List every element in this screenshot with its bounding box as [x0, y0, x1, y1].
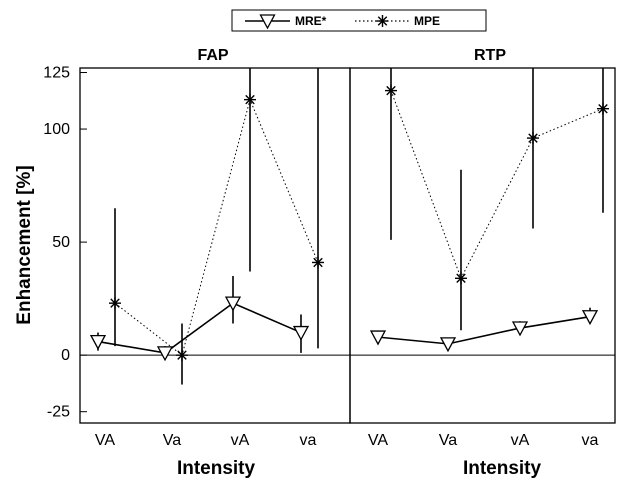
point-mpe-fap	[176, 349, 188, 362]
point-mpe-rtp	[527, 132, 539, 145]
legend-label-mpe: MPE	[414, 14, 440, 28]
x-tick-label-fap: VA	[95, 432, 115, 449]
x-tick-label-fap: Va	[163, 432, 181, 449]
point-mre-rtp	[581, 310, 599, 326]
point-mre-fap	[156, 346, 174, 362]
x-tick-label-rtp: vA	[511, 432, 530, 449]
y-tick-label: 125	[43, 65, 70, 82]
y-tick-label: 50	[52, 234, 70, 251]
asterisk-stroke	[377, 16, 388, 26]
point-mpe-rtp	[455, 272, 467, 285]
asterisk-stroke	[528, 133, 538, 143]
panel-rtp: RTP VA Va vA va Intensity	[349, 47, 616, 479]
point-mre-fap	[224, 296, 242, 312]
x-tick-label-rtp: VA	[368, 432, 388, 449]
series-line-mpe-rtp	[390, 90, 604, 280]
x-axis-label-fap: Intensity	[177, 458, 256, 479]
point-mpe-fap	[109, 297, 121, 310]
x-tick-label-rtp: va	[582, 432, 599, 449]
x-axis-label-rtp: Intensity	[463, 458, 542, 479]
legend-label-mre: MRE*	[295, 14, 327, 28]
panel-title-rtp: RTP	[474, 47, 506, 64]
point-mre-rtp	[439, 337, 457, 353]
point-mpe-fap	[244, 93, 256, 106]
series-line-mre-rtp	[377, 315, 591, 345]
y-axis-label: Enhancement [%]	[14, 165, 35, 324]
plot-frame-rtp	[349, 67, 616, 424]
asterisk-stroke	[245, 94, 255, 105]
point-mpe-fap	[312, 256, 324, 269]
point-mre-fap	[89, 334, 107, 350]
legend-marker-mre	[259, 14, 276, 30]
legend-marker-mpe	[376, 15, 389, 27]
y-tick-label: 100	[43, 121, 70, 138]
series-line-mpe-fap	[114, 98, 319, 357]
point-mre-fap	[292, 325, 310, 341]
asterisk-stroke	[110, 298, 120, 308]
series-line-mre-fap	[97, 302, 302, 354]
asterisk-stroke	[456, 273, 466, 284]
point-mpe-rtp	[385, 84, 397, 97]
y-tick-label: -25	[47, 404, 70, 421]
point-mre-rtp	[511, 321, 529, 337]
y-tick-label: 0	[61, 347, 70, 364]
panel-fap: FAP VA Va vA va Intensity	[79, 47, 351, 479]
asterisk-stroke	[177, 350, 187, 360]
legend: MRE* MPE	[231, 9, 487, 32]
x-tick-label-fap: va	[300, 432, 317, 449]
x-tick-label-rtp: Va	[439, 432, 457, 449]
point-mpe-rtp	[597, 102, 609, 115]
y-axis: 125 100 50 0 -25	[43, 65, 87, 421]
asterisk-stroke	[313, 257, 323, 268]
asterisk-stroke	[598, 103, 608, 114]
asterisk-stroke	[386, 85, 396, 96]
point-mre-rtp	[369, 330, 387, 346]
plot-frame-fap	[79, 67, 351, 424]
x-tick-label-fap: vA	[231, 432, 250, 449]
panel-title-fap: FAP	[197, 47, 228, 64]
